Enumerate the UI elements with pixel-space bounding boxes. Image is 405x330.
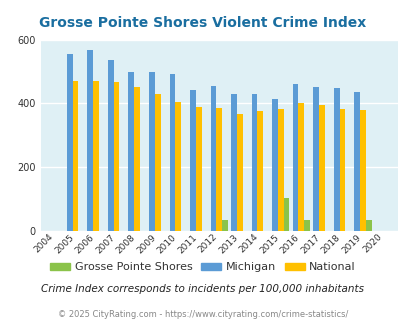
Bar xyxy=(93,81,99,231)
Bar xyxy=(283,197,289,231)
Bar xyxy=(277,109,283,231)
Bar xyxy=(257,112,262,231)
Bar xyxy=(67,54,72,231)
Bar xyxy=(318,105,324,231)
Bar xyxy=(134,87,140,231)
Bar xyxy=(236,114,242,231)
Bar xyxy=(359,110,365,231)
Bar xyxy=(128,72,134,231)
Bar xyxy=(313,87,318,231)
Bar xyxy=(298,103,303,231)
Bar xyxy=(87,50,93,231)
Text: Grosse Pointe Shores Violent Crime Index: Grosse Pointe Shores Violent Crime Index xyxy=(39,16,366,30)
Text: © 2025 CityRating.com - https://www.cityrating.com/crime-statistics/: © 2025 CityRating.com - https://www.city… xyxy=(58,310,347,319)
Bar xyxy=(108,60,113,231)
Bar xyxy=(190,90,195,231)
Bar xyxy=(154,94,160,231)
Bar xyxy=(149,72,154,231)
Bar xyxy=(175,102,181,231)
Bar xyxy=(251,94,257,231)
Bar xyxy=(333,88,339,231)
Bar xyxy=(210,86,216,231)
Bar xyxy=(222,220,227,231)
Bar xyxy=(113,82,119,231)
Bar xyxy=(303,220,309,231)
Bar xyxy=(339,109,345,231)
Bar xyxy=(195,107,201,231)
Bar xyxy=(292,84,298,231)
Bar xyxy=(230,94,236,231)
Bar xyxy=(365,220,371,231)
Bar xyxy=(354,92,359,231)
Legend: Grosse Pointe Shores, Michigan, National: Grosse Pointe Shores, Michigan, National xyxy=(46,258,359,277)
Bar xyxy=(271,99,277,231)
Bar xyxy=(72,82,78,231)
Text: Crime Index corresponds to incidents per 100,000 inhabitants: Crime Index corresponds to incidents per… xyxy=(41,284,364,294)
Bar xyxy=(169,74,175,231)
Bar xyxy=(216,108,222,231)
